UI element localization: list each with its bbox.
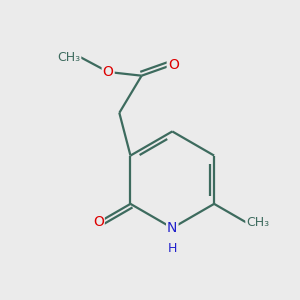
Text: O: O — [103, 65, 114, 79]
Text: O: O — [93, 215, 104, 230]
Text: O: O — [168, 58, 178, 71]
Text: H: H — [168, 242, 177, 255]
Text: N: N — [167, 221, 178, 235]
Text: CH₃: CH₃ — [246, 216, 269, 229]
Text: CH₃: CH₃ — [57, 51, 80, 64]
